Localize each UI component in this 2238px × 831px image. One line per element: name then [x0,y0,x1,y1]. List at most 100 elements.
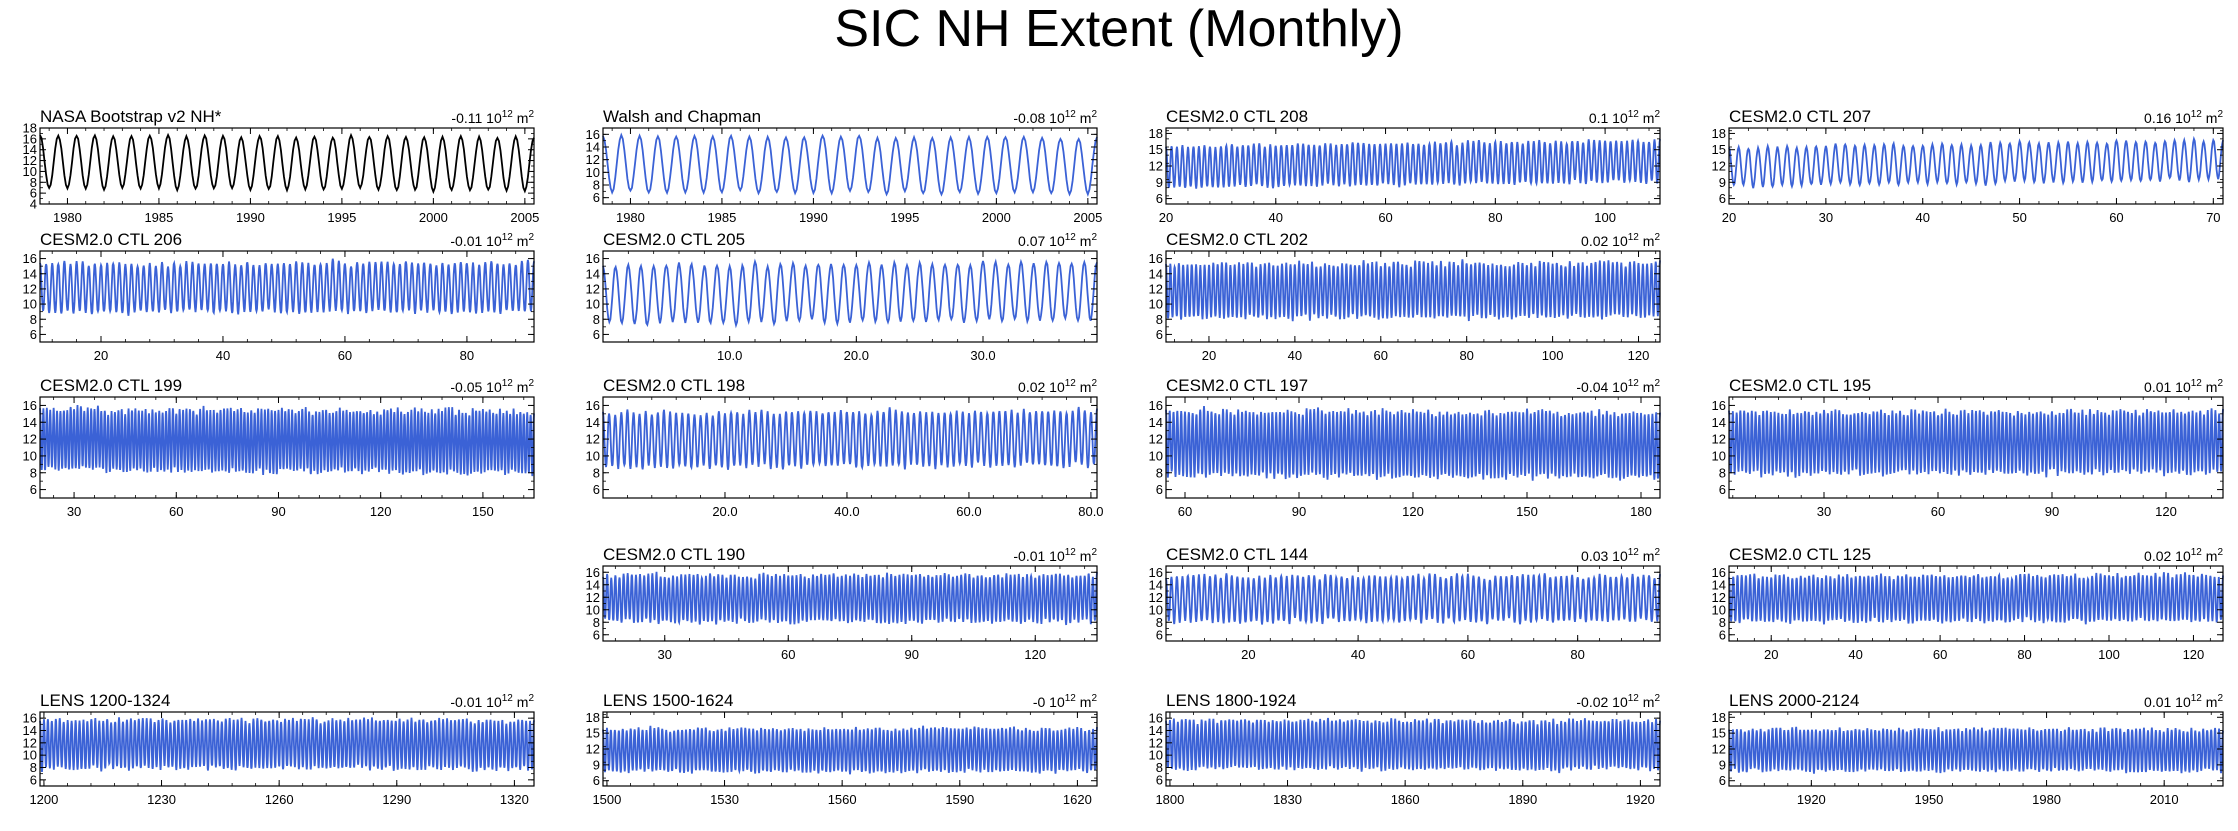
trend-exponent: 12 [2191,378,2203,389]
series-line [602,406,1098,471]
x-tick-label: 90 [271,504,285,519]
y-tick-label: 6 [593,773,600,788]
trend-exponent: 12 [1628,547,1640,558]
y-tick-label: 6 [30,327,37,342]
x-tick-label: 20 [1159,210,1173,225]
x-tick-label: 120 [1402,504,1424,519]
series-line [602,258,1098,329]
y-tick-label: 12 [1149,590,1163,605]
trend-unit-exponent: 2 [1091,109,1097,120]
y-tick-label: 18 [1149,126,1163,141]
series-line [39,405,535,477]
trend-unit: m [513,233,529,249]
panel-title: CESM2.0 CTL 206 [40,230,182,249]
trend-unit-exponent: 2 [1654,547,1660,558]
y-tick-label: 12 [586,590,600,605]
trend-exponent: 12 [502,693,514,704]
x-tick-label: 80.0 [1078,504,1103,519]
y-tick-label: 16 [1712,398,1726,413]
trend-exponent: 12 [1628,232,1640,243]
y-tick-label: 16 [1712,565,1726,580]
x-tick-label: 30.0 [970,348,995,363]
x-tick-label: 1800 [1155,792,1184,807]
x-tick-label: 40 [216,348,230,363]
y-tick-label: 18 [1712,126,1726,141]
panel-title: LENS 1200-1324 [40,691,170,710]
trend-unit-exponent: 2 [1654,109,1660,120]
y-tick-label: 14 [1149,723,1163,738]
trend-unit-exponent: 2 [528,693,534,704]
y-tick-label: 16 [586,398,600,413]
y-tick-label: 10 [1149,748,1163,763]
trend-value: 0.02 10 [2144,548,2191,564]
trend-unit: m [1076,233,1092,249]
trend-exponent: 12 [1065,693,1077,704]
x-tick-label: 120 [2183,647,2205,662]
x-tick-label: 60.0 [956,504,981,519]
y-tick-label: 10 [586,448,600,463]
x-tick-label: 30 [658,647,672,662]
x-tick-label: 150 [472,504,494,519]
x-tick-label: 60 [1178,504,1192,519]
x-tick-label: 1980 [616,210,645,225]
trend-unit: m [2202,110,2218,126]
x-tick-label: 20.0 [844,348,869,363]
y-tick-label: 9 [1156,175,1163,190]
y-tick-label: 16 [23,131,37,146]
x-tick-label: 2005 [1073,210,1102,225]
x-tick-label: 2000 [419,210,448,225]
x-tick-label: 1985 [707,210,736,225]
panel-title: LENS 1800-1924 [1166,691,1296,710]
y-tick-label: 6 [1156,327,1163,342]
trend-unit: m [513,110,529,126]
x-tick-label: 1890 [1508,792,1537,807]
panel-title: CESM2.0 CTL 208 [1166,107,1308,126]
y-tick-label: 12 [1712,590,1726,605]
x-tick-label: 20 [1722,210,1736,225]
y-tick-label: 6 [1719,773,1726,788]
trend-value: 0.16 10 [2144,110,2191,126]
x-tick-label: 40.0 [834,504,859,519]
y-tick-label: 6 [1156,627,1163,642]
trend-label: 0.07 1012 m2 [1018,232,1097,249]
x-tick-label: 1995 [890,210,919,225]
panel-title: CESM2.0 CTL 144 [1166,545,1308,564]
y-tick-label: 8 [593,312,600,327]
x-tick-label: 20.0 [712,504,737,519]
y-tick-label: 10 [1712,602,1726,617]
x-tick-label: 1950 [1914,792,1943,807]
x-tick-label: 60 [1378,210,1392,225]
x-tick-label: 2000 [982,210,1011,225]
series-line [1728,135,2224,190]
y-tick-label: 8 [593,178,600,193]
x-tick-label: 1920 [1626,792,1655,807]
x-tick-label: 80 [1488,210,1502,225]
x-tick-label: 60 [1931,504,1945,519]
trend-label: -0.01 1012 m2 [450,693,534,710]
y-tick-label: 8 [30,312,37,327]
series-line [1728,726,2224,774]
x-tick-label: 1980 [53,210,82,225]
y-tick-label: 10 [1149,602,1163,617]
panel-title: Walsh and Chapman [603,107,761,126]
trend-value: -0.05 10 [450,379,502,395]
trend-unit: m [1639,110,1655,126]
y-tick-label: 16 [23,251,37,266]
y-tick-label: 16 [586,565,600,580]
trend-exponent: 12 [2191,547,2203,558]
trend-unit: m [2202,548,2218,564]
y-tick-label: 14 [1712,415,1726,430]
y-tick-label: 12 [1149,432,1163,447]
panel-title: CESM2.0 CTL 207 [1729,107,1871,126]
x-tick-label: 80 [460,348,474,363]
trend-unit-exponent: 2 [2217,109,2223,120]
series-line [1728,408,2224,478]
trend-unit: m [1639,548,1655,564]
series-line [1165,717,1661,774]
panel-title: CESM2.0 CTL 197 [1166,376,1308,395]
